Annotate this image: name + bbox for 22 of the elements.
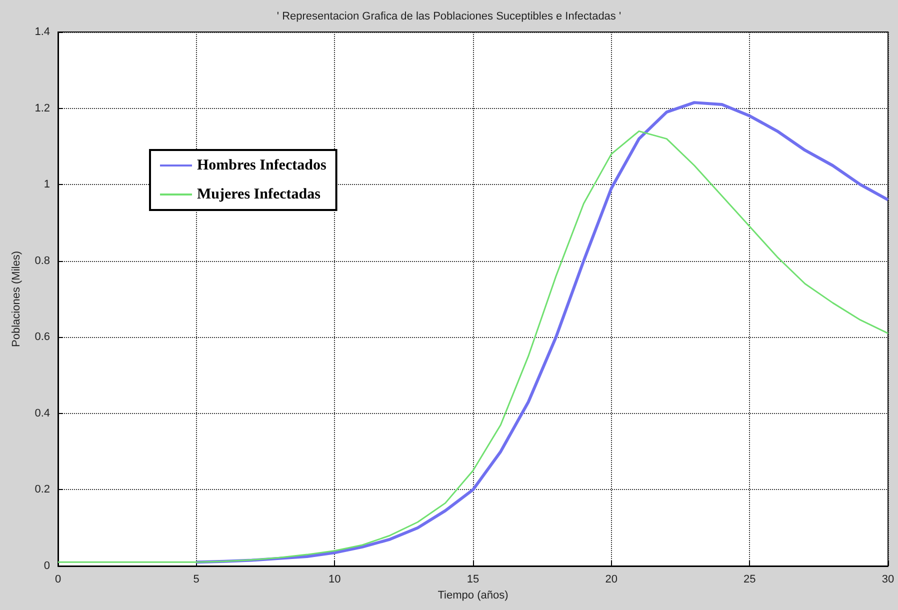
x-tick-label: 20 xyxy=(605,574,618,586)
x-tick-label: 5 xyxy=(193,574,200,586)
y-tick-label: 1 xyxy=(44,178,50,191)
y-tick-label: 0.6 xyxy=(34,331,50,344)
legend-label: Mujeres Infectadas xyxy=(197,186,321,202)
x-tick-label: 25 xyxy=(744,574,756,586)
line-series xyxy=(57,130,889,563)
y-axis-title: Poblaciones (Miles) xyxy=(10,251,22,347)
x-tick-label: 30 xyxy=(882,574,894,586)
y-tick-label: 1.4 xyxy=(34,26,50,38)
y-tick-label: 0.8 xyxy=(34,254,50,267)
y-tick-label: 0.4 xyxy=(34,407,50,420)
x-tick-label: 10 xyxy=(328,574,341,586)
x-tick-label: 15 xyxy=(466,574,480,586)
x-axis-title: Tiempo (años) xyxy=(438,589,508,602)
line-series xyxy=(194,101,890,564)
legend-label: Hombres Infectados xyxy=(197,158,326,174)
y-tick-label: 0.2 xyxy=(34,484,50,496)
y-tick-label: 0 xyxy=(44,560,50,572)
chart-title: ' Representacion Grafica de las Poblaciones Suceptibles e Infectadas ' xyxy=(276,10,622,22)
x-tick-label: 0 xyxy=(54,574,62,586)
y-tick-label: 1.2 xyxy=(34,102,50,114)
